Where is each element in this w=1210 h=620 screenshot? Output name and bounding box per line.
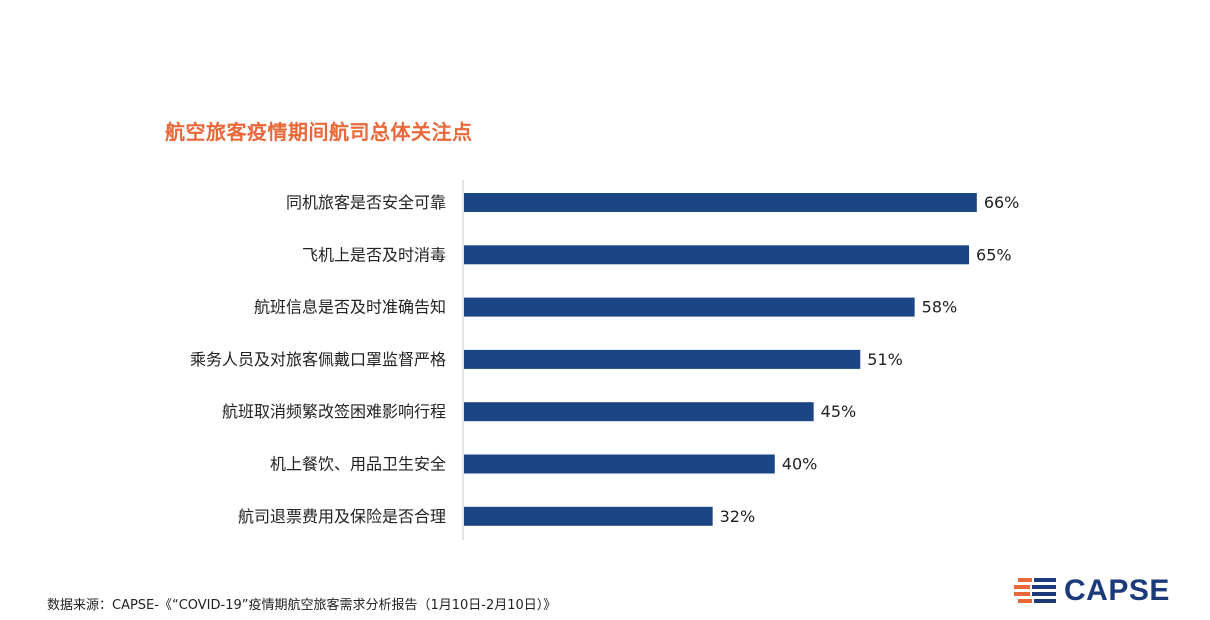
value-label: 45% bbox=[821, 402, 857, 421]
bar bbox=[464, 506, 713, 526]
bars-group: 同机旅客是否安全可靠 66% 飞机上是否及时消毒 65% 航班信息是否及时准确告知 58%… bbox=[190, 193, 1019, 526]
category-label: 航班信息是否及时准确告知 bbox=[254, 298, 446, 317]
bar bbox=[464, 193, 977, 212]
bar bbox=[464, 349, 861, 369]
value-label: 32% bbox=[720, 507, 756, 526]
value-label: 40% bbox=[782, 455, 818, 474]
category-label: 机上餐饮、用品卫生安全 bbox=[270, 455, 446, 474]
bar bbox=[464, 245, 970, 265]
bar bbox=[464, 454, 775, 474]
logo-text: CAPSE bbox=[1064, 574, 1170, 607]
chart-title: 航空旅客疫情期间航司总体关注点 bbox=[165, 120, 473, 144]
striped-lines-logo-icon bbox=[1014, 578, 1056, 603]
bar bbox=[464, 297, 915, 317]
category-label: 同机旅客是否安全可靠 bbox=[286, 193, 446, 212]
data-source-note: 数据来源：CAPSE-《“COVID-19”疫情期航空旅客需求分析报告（1月10… bbox=[47, 598, 557, 613]
category-label: 航班取消频繁改签困难影响行程 bbox=[222, 402, 446, 421]
category-label: 乘务人员及对旅客佩戴口罩监督严格 bbox=[190, 350, 446, 369]
bar bbox=[464, 402, 814, 422]
category-label: 航司退票费用及保险是否合理 bbox=[238, 507, 446, 526]
value-label: 58% bbox=[922, 298, 958, 317]
value-label: 66% bbox=[984, 193, 1020, 212]
value-label: 65% bbox=[976, 245, 1012, 264]
capse-logo: CAPSE bbox=[1012, 574, 1170, 608]
value-label: 51% bbox=[867, 350, 903, 369]
category-label: 飞机上是否及时消毒 bbox=[302, 245, 446, 264]
